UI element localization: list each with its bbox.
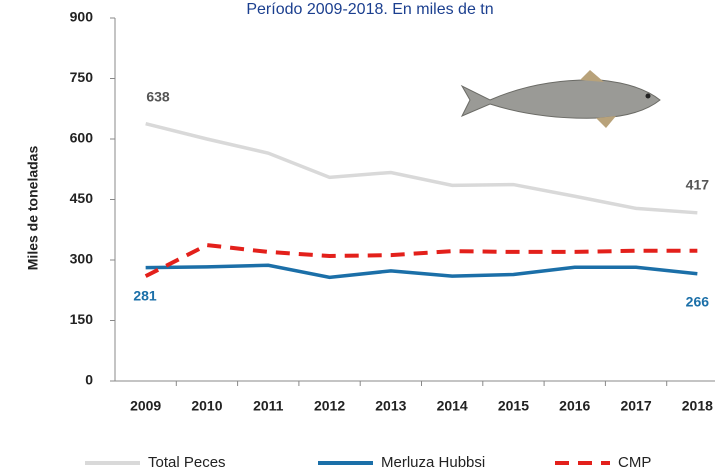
x-tick-label: 2009 [130,398,161,414]
x-tick-label: 2013 [375,398,406,414]
legend-label: CMP [618,454,651,471]
chart-subtitle: Período 2009-2018. En miles de tn [246,1,493,18]
data-label: 266 [686,294,710,310]
y-tick-label: 450 [70,190,94,206]
x-tick-label: 2012 [314,398,345,414]
x-tick-label: 2010 [191,398,222,414]
x-tick-label: 2011 [253,398,284,414]
x-tick-label: 2018 [682,398,713,414]
data-label: 417 [686,177,710,193]
legend-label: Total Peces [148,454,226,471]
line-series [145,263,698,280]
y-axis-label: Miles de toneladas [25,146,41,271]
line-series [145,121,698,215]
data-label: 281 [133,288,157,304]
x-tick-label: 2014 [437,398,468,414]
fish-image [460,70,661,128]
x-tick-label: 2017 [620,398,651,414]
x-tick-label: 2016 [559,398,590,414]
line-series [144,243,698,278]
x-tick-label: 2015 [498,398,529,414]
y-tick-label: 0 [85,372,93,388]
data-label: 638 [146,89,170,105]
y-tick-label: 150 [70,311,94,327]
y-tick-label: 750 [70,69,94,85]
y-tick-label: 600 [70,130,94,146]
y-tick-label: 900 [70,9,94,25]
legend-label: Merluza Hubbsi [381,454,485,471]
y-tick-label: 300 [70,251,94,267]
